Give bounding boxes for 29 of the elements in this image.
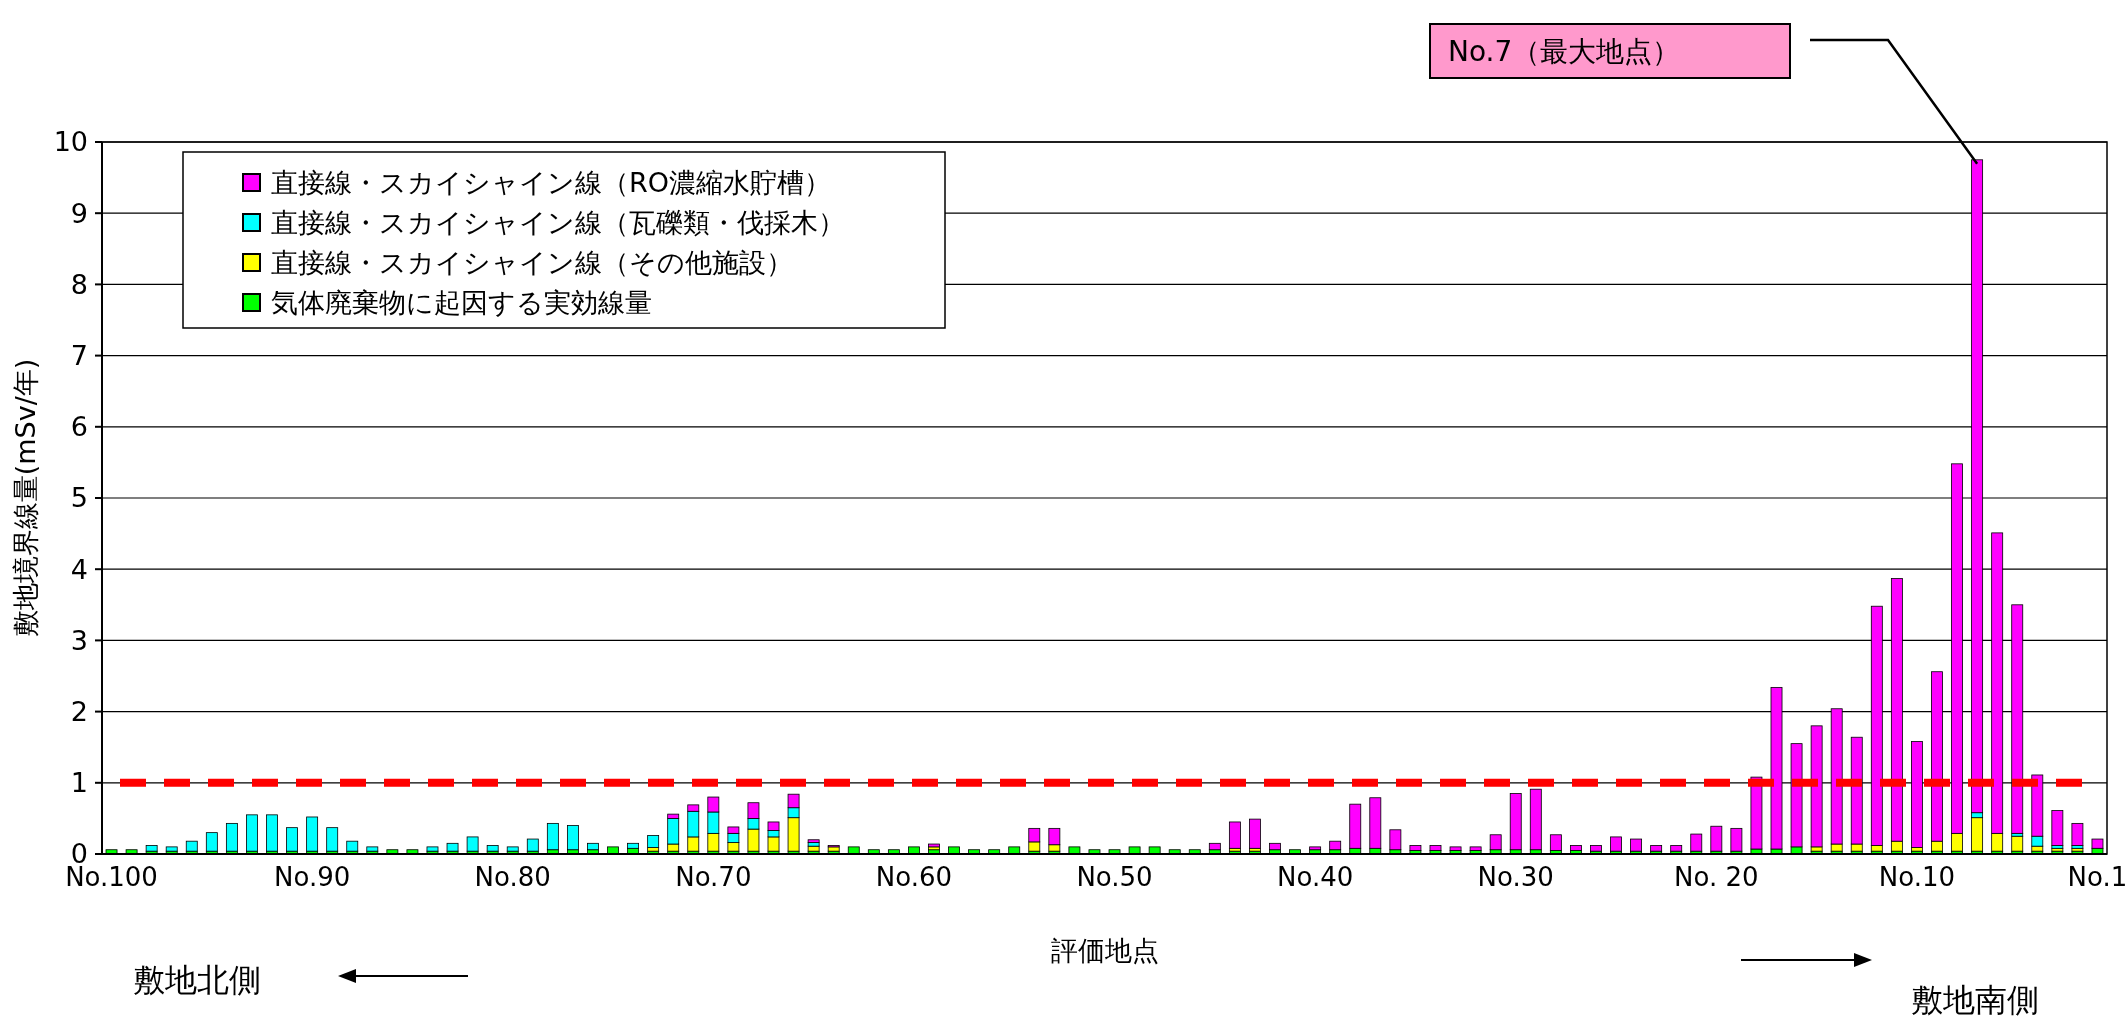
x-tick-label: No.80 (474, 862, 551, 892)
x-axis-title: 評価地点 (1050, 935, 1159, 966)
y-tick-label: 8 (70, 268, 88, 300)
y-tick-label: 1 (70, 767, 88, 799)
x-tick-label: No.10 (1878, 862, 1956, 892)
y-tick-label: 7 (70, 340, 88, 372)
x-tick-label: No.40 (1277, 862, 1354, 892)
x-tick-label: No.60 (875, 862, 953, 892)
x-tick-label: No.1 (2067, 862, 2125, 892)
y-tick-label: 3 (70, 624, 88, 656)
x-tick-label: No. 20 (1674, 862, 1759, 892)
y-axis-title: 敷地境界線量(mSv/年) (10, 358, 41, 638)
y-tick-label: 9 (70, 197, 88, 229)
y-tick-label: 5 (70, 482, 88, 514)
y-tick-label: 4 (70, 553, 88, 585)
x-tick-label: No.90 (274, 862, 351, 892)
legend-label: 直接線・スカイシャイン線（その他施設） (271, 247, 793, 279)
text: 敷地北側 (133, 961, 261, 1000)
y-tick-label: 6 (70, 411, 88, 443)
y-tick-label: 2 (70, 696, 88, 728)
text: 敷地南側 (1911, 981, 2039, 1016)
legend-label: 気体廃棄物に起因する実効線量 (271, 287, 652, 319)
y-tick-label: 10 (53, 126, 88, 158)
x-tick-label: No.30 (1477, 862, 1554, 892)
text: No.7（最大地点） (1448, 34, 1681, 68)
legend-label: 直接線・スカイシャイン線（瓦礫類・伐採木） (271, 207, 845, 239)
x-tick-label: No.70 (675, 862, 752, 892)
x-tick-label: No.50 (1076, 862, 1153, 892)
legend-label: 直接線・スカイシャイン線（RO濃縮水貯槽） (271, 167, 832, 199)
